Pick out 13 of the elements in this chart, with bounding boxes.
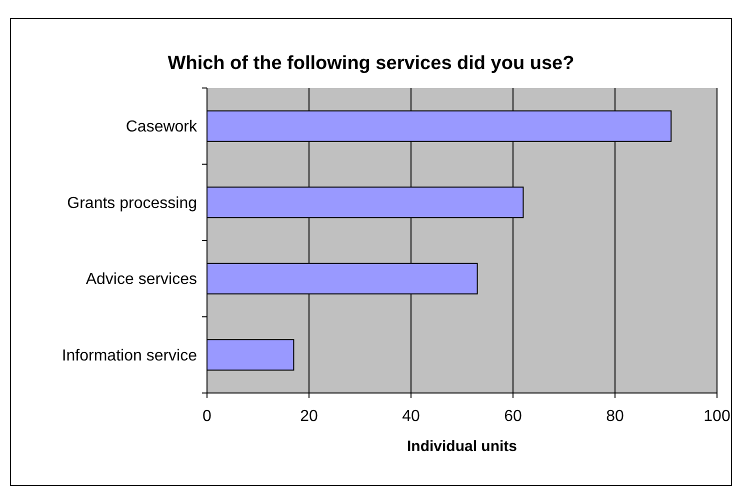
- chart-title: Which of the following services did you use?: [168, 53, 574, 74]
- y-tick-label: Casework: [126, 118, 198, 136]
- y-tick-label: Information service: [62, 347, 198, 364]
- x-tick-label: 40: [402, 408, 420, 425]
- x-tick-label: 0: [202, 408, 212, 425]
- x-tick-label: 80: [606, 408, 624, 425]
- x-tick-label: 100: [704, 408, 730, 425]
- y-tick-label: Advice services: [86, 271, 197, 288]
- x-tick-label: 60: [504, 408, 522, 425]
- x-axis-title: Individual units: [406, 438, 518, 455]
- y-tick-label: Grants processing: [67, 194, 197, 212]
- x-tick-label: 20: [300, 408, 318, 425]
- bar: [206, 339, 294, 371]
